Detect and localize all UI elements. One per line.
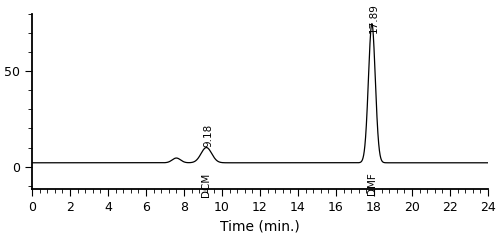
Text: DCM: DCM [202, 172, 211, 197]
X-axis label: Time (min.): Time (min.) [220, 220, 300, 234]
Text: 9.18: 9.18 [204, 123, 214, 147]
Text: 17.89: 17.89 [369, 3, 379, 33]
Text: DMF: DMF [367, 172, 377, 195]
